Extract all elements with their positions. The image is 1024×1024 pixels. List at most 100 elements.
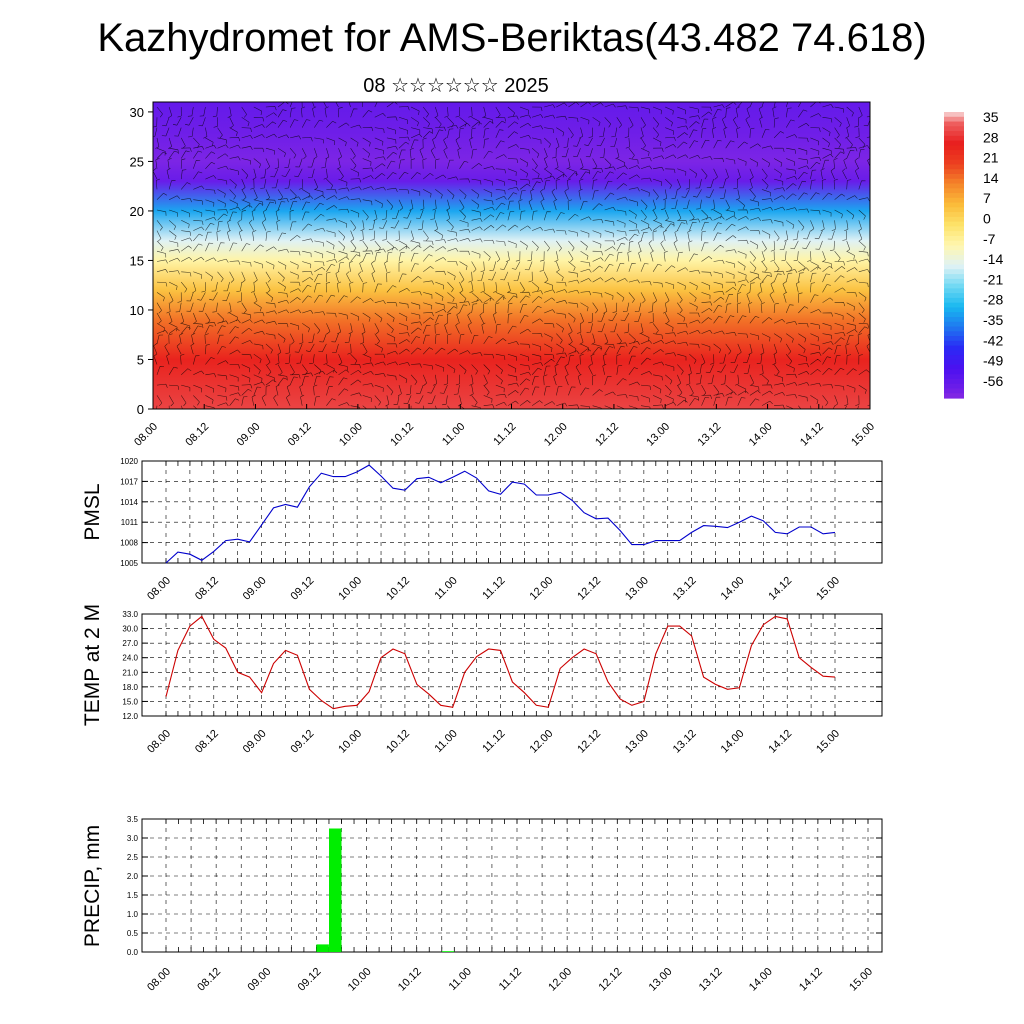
y-tick-label: 12.0 (122, 712, 138, 721)
y-tick-label: 5 (137, 352, 144, 367)
colorbar-segment (944, 159, 964, 166)
x-tick-label: 10.12 (384, 575, 412, 603)
colorbar-label: -14 (983, 251, 1003, 267)
x-tick-label: 10.00 (346, 966, 374, 994)
colorbar-segment (944, 154, 964, 161)
y-tick-label: 15.0 (122, 697, 138, 706)
x-tick-label: 15.00 (814, 575, 842, 603)
x-tick-label: 08.12 (195, 966, 223, 994)
y-tick-label: 24.0 (122, 654, 138, 663)
x-tick-label: 08.00 (132, 421, 160, 449)
y-tick-label: 30 (130, 105, 144, 120)
colorbar-segment (944, 288, 964, 294)
y-tick-label: 1.5 (127, 891, 139, 900)
colorbar-segment (944, 274, 964, 280)
colorbar-segment (944, 207, 964, 213)
colorbar-segment (944, 221, 964, 227)
y-tick-label: 20 (130, 204, 144, 219)
colorbar-label: 14 (983, 170, 999, 186)
colorbar-segment (944, 178, 964, 185)
y-tick-label: 2.0 (127, 872, 139, 881)
colorbar-label: -56 (983, 373, 1003, 389)
data-line (165, 464, 836, 564)
y-tick-label: 21.0 (122, 668, 138, 677)
colorbar-segment (944, 340, 964, 347)
x-tick-label: 12.00 (546, 966, 574, 994)
y-tick-label: 25 (130, 154, 144, 169)
colorbar-segment (944, 216, 964, 223)
colorbar-segment (944, 331, 964, 337)
y-axis-title: PMSL (81, 483, 104, 540)
colorbar-segment (944, 235, 964, 242)
x-tick-label: 11.00 (440, 421, 467, 448)
panel-frame (141, 818, 883, 953)
x-tick-label: 10.12 (384, 728, 412, 756)
colorbar-segment (944, 374, 964, 380)
x-tick-label: 14.00 (719, 575, 747, 603)
y-tick-label: 15 (130, 253, 144, 268)
colorbar-label: 28 (983, 129, 999, 145)
x-tick-label: 08.00 (145, 575, 173, 603)
y-tick-label: 30.0 (122, 625, 138, 634)
colorbar-segment (944, 312, 964, 318)
x-tick-label: 15.00 (847, 966, 875, 994)
colorbar-segment (944, 369, 964, 375)
y-tick-label: 3.5 (127, 815, 139, 824)
colorbar-segment (944, 131, 964, 137)
x-tick-label: 14.12 (766, 728, 794, 756)
x-tick-label: 13.12 (697, 966, 725, 994)
colorbar-segment (944, 169, 964, 175)
x-tick-label: 10.12 (396, 966, 424, 994)
x-tick-label: 08.00 (145, 966, 173, 994)
colorbar-label: -42 (983, 332, 1003, 348)
x-tick-label: 12.12 (593, 421, 621, 449)
colorbar-segment (944, 231, 964, 237)
chart-title: Kazhydromet for AMS-Beriktas(43.482 74.6… (97, 16, 927, 60)
x-tick-label: 13.00 (623, 728, 651, 756)
x-tick-label: 09.00 (241, 575, 269, 603)
colorbar-segment (944, 173, 964, 180)
x-tick-label: 09.12 (289, 575, 317, 603)
x-tick-label: 15.00 (849, 421, 877, 449)
y-tick-label: 1005 (120, 559, 138, 568)
colorbar-segment (944, 212, 964, 218)
y-tick-label: 1008 (120, 539, 138, 548)
x-tick-label: 08.12 (183, 421, 211, 449)
colorbar-segment (944, 355, 964, 361)
x-tick-label: 14.00 (719, 728, 747, 756)
x-tick-label: 11.12 (491, 421, 518, 448)
colorbar-segment (944, 345, 964, 351)
colorbar-segment (944, 378, 964, 385)
precip-bar (441, 951, 455, 952)
colorbar-segment (944, 269, 964, 275)
y-tick-label: 1014 (120, 498, 138, 507)
colorbar-segment (944, 116, 964, 123)
x-tick-label: 13.00 (644, 421, 672, 449)
x-tick-label: 13.00 (623, 575, 651, 603)
x-tick-label: 12.00 (527, 728, 555, 756)
y-tick-label: 1011 (121, 518, 139, 527)
colorbar-segment (944, 202, 964, 208)
y-tick-label: 27.0 (122, 639, 138, 648)
colorbar-segment (944, 383, 964, 390)
colorbar-label: -35 (983, 312, 1003, 328)
colorbar-segment (944, 245, 964, 251)
colorbar-segment (944, 193, 964, 199)
colorbar-label: 21 (983, 150, 999, 166)
colorbar-segment (944, 126, 964, 132)
colorbar-segment (944, 150, 964, 156)
x-tick-label: 12.12 (575, 575, 603, 603)
x-tick-label: 11.12 (497, 966, 524, 993)
x-tick-label: 11.12 (480, 728, 507, 755)
x-tick-label: 09.00 (245, 966, 273, 994)
colorbar-segment (944, 283, 964, 289)
temperature-field (153, 102, 870, 409)
colorbar-label: 35 (983, 109, 999, 125)
colorbar-segment (944, 145, 964, 151)
x-tick-label: 10.00 (336, 728, 364, 756)
chart-subtitle: 08 ☆☆☆☆☆☆ 2025 (363, 75, 549, 97)
cross-section-panel: 0 5 10 15 20 25 30 08.00 08.12 09.00 09.12 10.00 10.… (130, 101, 877, 449)
colorbar: 35 28 21 14 7 0 -7 -14 -21 -28 -35 -42 -49 -56 (944, 109, 1003, 399)
y-tick-label: 1017 (120, 477, 138, 486)
